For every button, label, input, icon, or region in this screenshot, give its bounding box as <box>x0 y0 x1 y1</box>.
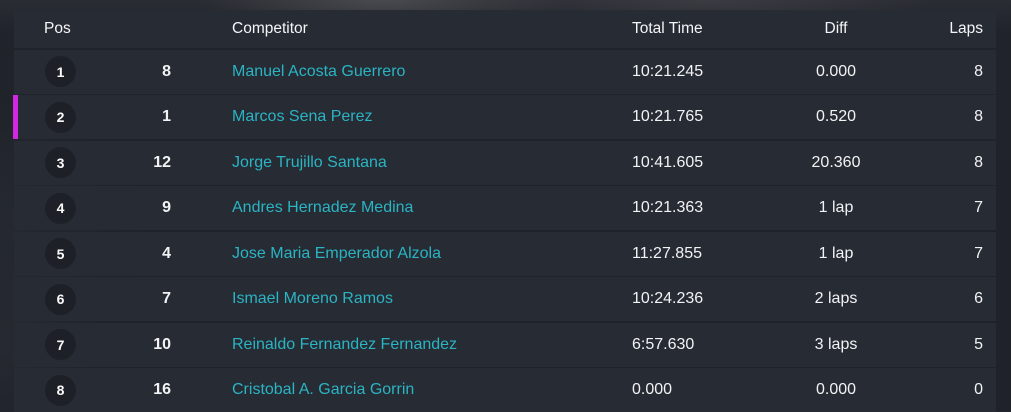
competitor-name-link[interactable]: Marcos Sena Perez <box>232 108 373 125</box>
laps-cell: 8 <box>868 108 996 126</box>
position-badge: 7 <box>45 329 76 360</box>
race-number-cell: 12 <box>108 154 171 172</box>
diff-cell: 1 lap <box>804 245 868 263</box>
diff-cell: 20.360 <box>804 154 868 172</box>
result-row[interactable]: 4 9 Andres Hernadez Medina 10:21.363 1 l… <box>14 186 996 230</box>
laps-cell: 6 <box>868 290 996 308</box>
header-pos: Pos <box>14 20 108 38</box>
position-badge: 1 <box>45 56 76 87</box>
laps-cell: 0 <box>868 381 996 399</box>
competitor-cell: Andres Hernadez Medina <box>171 199 632 217</box>
race-number-cell: 4 <box>108 245 171 263</box>
diff-cell: 0.000 <box>804 381 868 399</box>
laps-cell: 8 <box>868 63 996 81</box>
competitor-cell: Jorge Trujillo Santana <box>171 154 632 172</box>
position-cell: 3 <box>14 147 108 178</box>
competitor-name-link[interactable]: Ismael Moreno Ramos <box>232 290 393 307</box>
competitor-cell: Manuel Acosta Guerrero <box>171 63 632 81</box>
race-number-cell: 9 <box>108 199 171 217</box>
total-time-cell: 10:24.236 <box>632 290 804 308</box>
diff-cell: 0.520 <box>804 108 868 126</box>
race-number-cell: 7 <box>108 290 171 308</box>
position-cell: 4 <box>14 193 108 224</box>
position-cell: 6 <box>14 284 108 315</box>
header-competitor: Competitor <box>171 20 632 38</box>
laps-cell: 8 <box>868 154 996 172</box>
total-time-cell: 11:27.855 <box>632 245 804 263</box>
race-number-cell: 8 <box>108 63 171 81</box>
competitor-name-link[interactable]: Cristobal A. Garcia Gorrin <box>232 381 414 398</box>
result-row[interactable]: 5 4 Jose Maria Emperador Alzola 11:27.85… <box>14 232 996 276</box>
competitor-name-link[interactable]: Manuel Acosta Guerrero <box>232 63 405 80</box>
result-row[interactable]: 6 7 Ismael Moreno Ramos 10:24.236 2 laps… <box>14 277 996 321</box>
position-badge: 6 <box>45 284 76 315</box>
position-badge: 4 <box>45 193 76 224</box>
total-time-cell: 6:57.630 <box>632 336 804 354</box>
competitor-name-link[interactable]: Andres Hernadez Medina <box>232 199 413 216</box>
laps-cell: 7 <box>868 199 996 217</box>
position-cell: 7 <box>14 329 108 360</box>
diff-cell: 0.000 <box>804 63 868 81</box>
position-badge: 8 <box>45 375 76 406</box>
race-number-cell: 16 <box>108 381 171 399</box>
header-total-time: Total Time <box>632 20 804 38</box>
laps-cell: 5 <box>868 336 996 354</box>
race-number-cell: 1 <box>108 108 171 126</box>
result-row[interactable]: 7 10 Reinaldo Fernandez Fernandez 6:57.6… <box>14 323 996 367</box>
total-time-cell: 10:41.605 <box>632 154 804 172</box>
header-diff: Diff <box>804 20 868 38</box>
results-header-row: Pos Competitor Total Time Diff Laps <box>14 10 996 48</box>
competitor-cell: Jose Maria Emperador Alzola <box>171 245 632 263</box>
diff-cell: 3 laps <box>804 336 868 354</box>
total-time-cell: 0.000 <box>632 381 804 399</box>
result-row[interactable]: 8 16 Cristobal A. Garcia Gorrin 0.000 0.… <box>14 368 996 412</box>
position-badge: 2 <box>45 102 76 133</box>
position-cell: 5 <box>14 238 108 269</box>
competitor-cell: Marcos Sena Perez <box>171 108 632 126</box>
competitor-cell: Cristobal A. Garcia Gorrin <box>171 381 632 399</box>
result-row[interactable]: 1 8 Manuel Acosta Guerrero 10:21.245 0.0… <box>14 50 996 94</box>
laps-cell: 7 <box>868 245 996 263</box>
header-laps: Laps <box>868 20 996 38</box>
total-time-cell: 10:21.245 <box>632 63 804 81</box>
result-row[interactable]: 3 12 Jorge Trujillo Santana 10:41.605 20… <box>14 141 996 185</box>
position-cell: 2 <box>14 102 108 133</box>
diff-cell: 2 laps <box>804 290 868 308</box>
competitor-cell: Ismael Moreno Ramos <box>171 290 632 308</box>
competitor-name-link[interactable]: Jorge Trujillo Santana <box>232 154 387 171</box>
diff-cell: 1 lap <box>804 199 868 217</box>
race-number-cell: 10 <box>108 336 171 354</box>
total-time-cell: 10:21.363 <box>632 199 804 217</box>
position-cell: 1 <box>14 56 108 87</box>
results-rows: 1 8 Manuel Acosta Guerrero 10:21.245 0.0… <box>14 50 996 412</box>
total-time-cell: 10:21.765 <box>632 108 804 126</box>
race-results-table: Pos Competitor Total Time Diff Laps 1 8 … <box>14 10 996 412</box>
position-badge: 5 <box>45 238 76 269</box>
result-row[interactable]: 2 1 Marcos Sena Perez 10:21.765 0.520 8 <box>14 95 996 139</box>
competitor-cell: Reinaldo Fernandez Fernandez <box>171 336 632 354</box>
competitor-name-link[interactable]: Reinaldo Fernandez Fernandez <box>232 336 457 353</box>
position-badge: 3 <box>45 147 76 178</box>
competitor-name-link[interactable]: Jose Maria Emperador Alzola <box>232 245 441 262</box>
position-cell: 8 <box>14 375 108 406</box>
